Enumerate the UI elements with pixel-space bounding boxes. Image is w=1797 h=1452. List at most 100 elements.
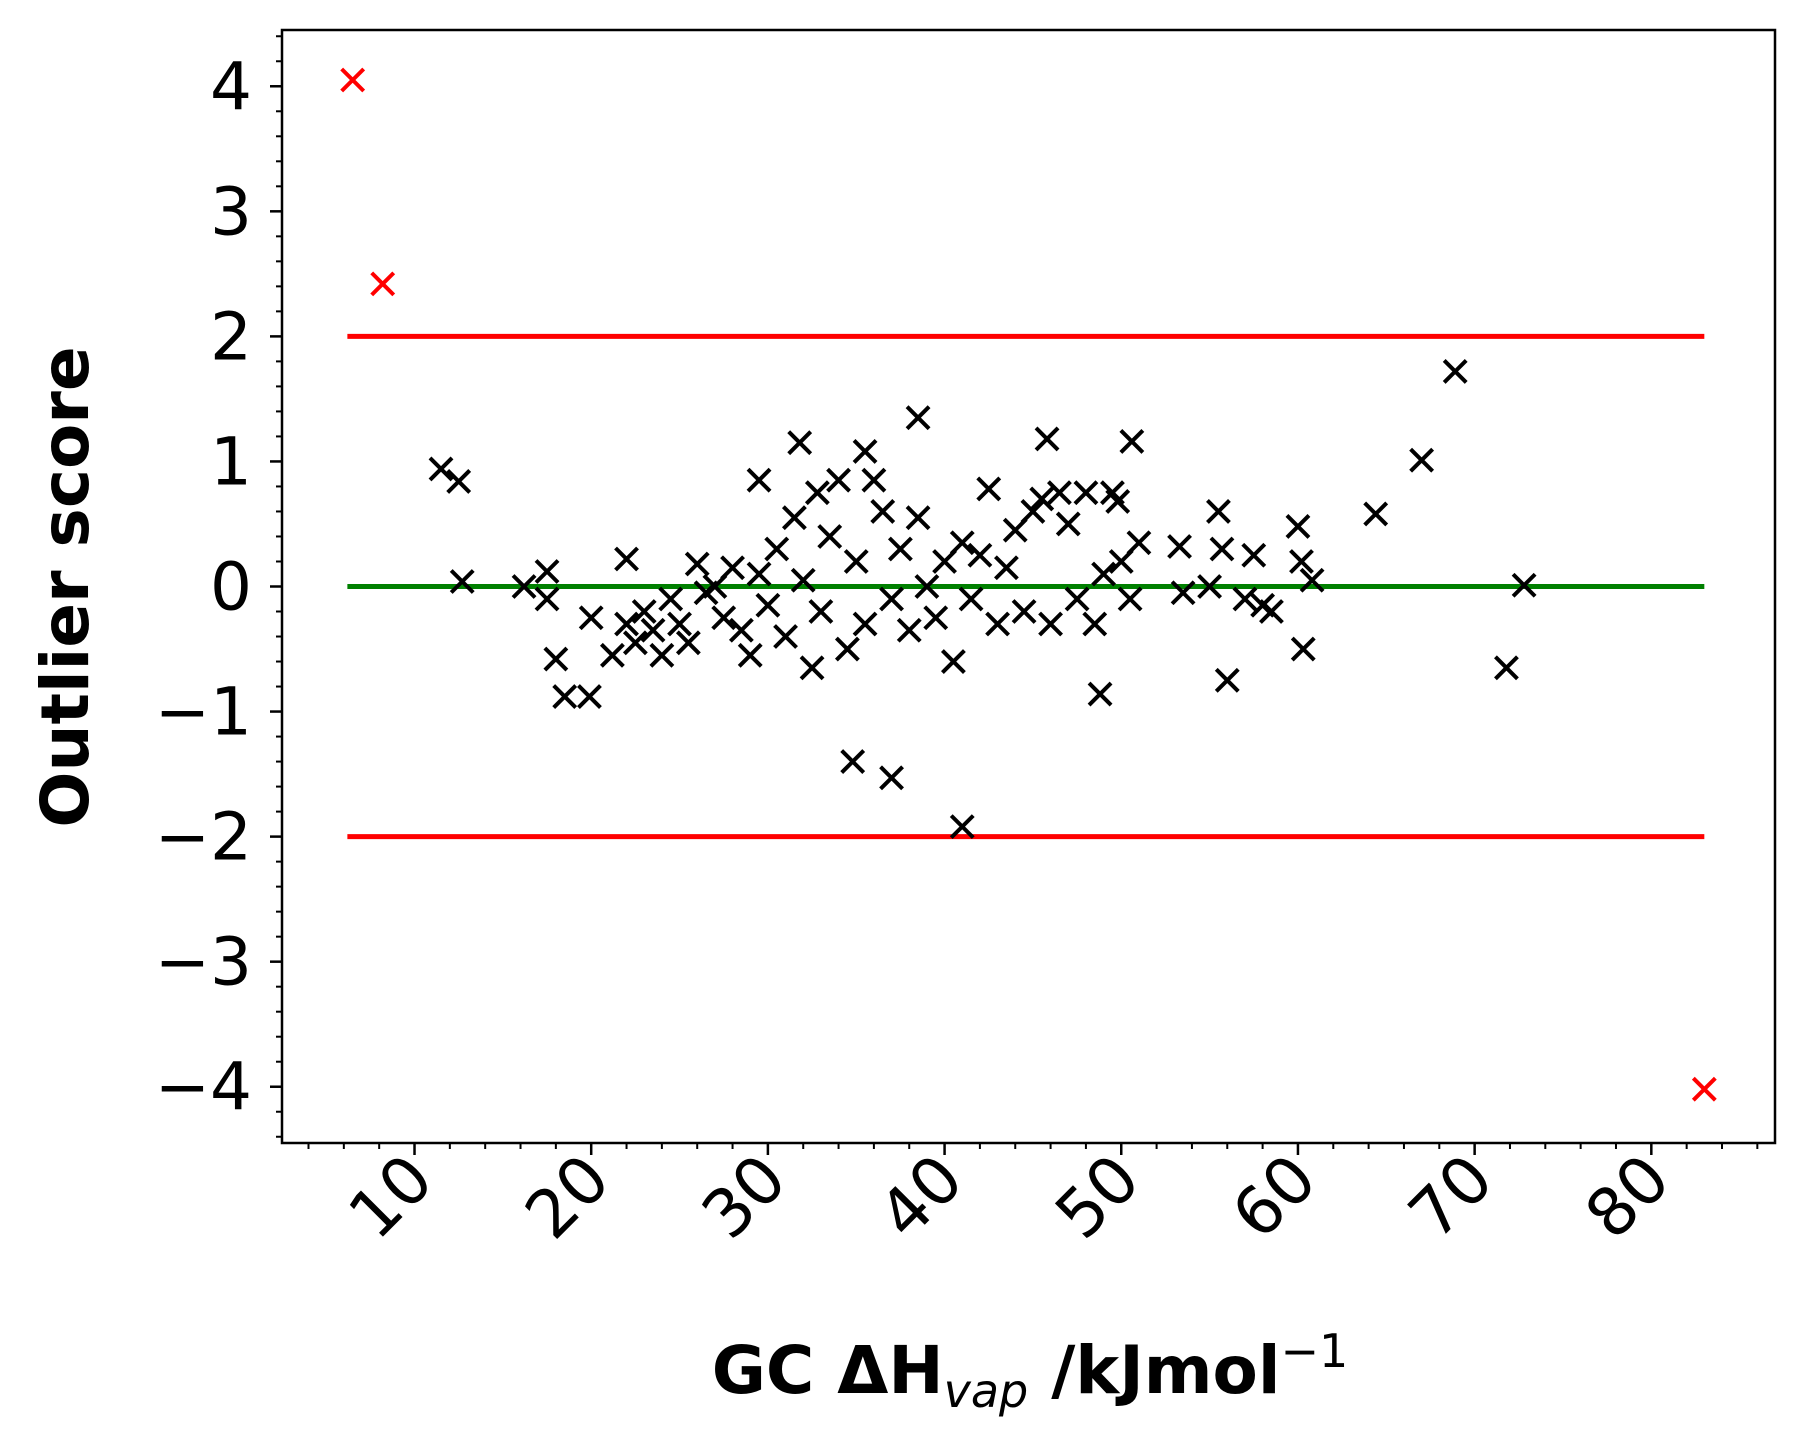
- y-tick-label: 0: [210, 549, 252, 626]
- data-point: [746, 561, 772, 587]
- data-point: [1126, 530, 1152, 556]
- data-point: [940, 649, 966, 674]
- data-point: [370, 271, 396, 297]
- x-tick-label: 40: [864, 1140, 978, 1254]
- data-point: [622, 630, 648, 656]
- data-point: [764, 536, 790, 562]
- data-point: [599, 642, 625, 668]
- data-point: [684, 551, 710, 577]
- data-point: [985, 611, 1010, 637]
- y-tick-label: 3: [210, 173, 252, 250]
- x-axis-label-superscript: −1: [1281, 1324, 1349, 1378]
- x-tick-label: 80: [1571, 1140, 1685, 1254]
- data-point: [817, 524, 843, 549]
- data-point: [852, 439, 878, 464]
- data-point: [790, 567, 816, 593]
- data-point: [861, 467, 887, 493]
- y-tick-label: 2: [210, 298, 252, 375]
- data-point: [958, 586, 984, 612]
- plot-area: [340, 67, 1717, 1102]
- data-point: [1091, 561, 1117, 587]
- data-point: [1055, 511, 1081, 537]
- data-point: [1511, 572, 1537, 598]
- data-point: [649, 642, 675, 668]
- data-point: [711, 605, 737, 631]
- y-tick-label: −2: [155, 799, 252, 876]
- data-point: [658, 586, 684, 612]
- data-point: [834, 636, 860, 662]
- data-point: [446, 469, 472, 494]
- data-point: [1064, 586, 1090, 612]
- data-point: [755, 592, 781, 618]
- data-point: [1029, 486, 1055, 512]
- data-point: [737, 642, 763, 668]
- data-point: [870, 499, 896, 524]
- data-point: [1241, 542, 1267, 568]
- data-point: [1170, 580, 1196, 606]
- data-point: [808, 599, 834, 624]
- data-point: [543, 646, 569, 672]
- data-point: [840, 749, 866, 774]
- data-point: [667, 611, 692, 637]
- data-point: [511, 574, 537, 599]
- data-point: [746, 467, 772, 493]
- data-point: [1206, 499, 1231, 524]
- data-point: [1259, 599, 1284, 624]
- data-point: [781, 505, 807, 531]
- data-point: [1167, 534, 1192, 559]
- data-point: [1038, 611, 1064, 637]
- data-point: [1285, 514, 1311, 539]
- data-point: [1691, 1076, 1717, 1102]
- data-point: [1119, 429, 1145, 454]
- data-point: [976, 476, 1002, 502]
- data-point: [914, 574, 940, 599]
- data-point: [826, 467, 851, 493]
- x-tick-label: 30: [687, 1140, 801, 1254]
- data-point: [1087, 681, 1113, 707]
- y-tick-label: 1: [210, 423, 252, 500]
- data-point: [552, 684, 578, 709]
- data-point: [1289, 549, 1314, 574]
- data-point: [905, 505, 931, 531]
- data-point: [1290, 636, 1316, 662]
- x-tick-label: 50: [1041, 1140, 1155, 1254]
- data-point: [728, 617, 754, 643]
- data-point: [577, 684, 602, 709]
- data-point: [949, 530, 975, 556]
- data-point: [949, 814, 975, 840]
- x-axis-label-subscript: vap: [944, 1364, 1029, 1418]
- x-axis-label-unit: /kJmol: [1028, 1332, 1280, 1409]
- data-point: [1034, 426, 1060, 452]
- data-point: [1197, 574, 1223, 599]
- y-tick-label: −1: [155, 674, 252, 751]
- data-point: [993, 555, 1019, 581]
- data-point: [843, 549, 869, 574]
- data-point: [787, 430, 813, 456]
- data-point: [1011, 599, 1037, 624]
- data-point: [799, 655, 825, 681]
- data-point: [720, 555, 745, 581]
- y-tick-label: −3: [155, 924, 252, 1001]
- data-point: [1494, 655, 1519, 681]
- data-point: [614, 611, 639, 637]
- data-point: [675, 630, 701, 656]
- x-tick-label: 10: [334, 1140, 448, 1254]
- data-point: [1363, 501, 1389, 527]
- data-point: [1105, 489, 1131, 514]
- data-point: [578, 605, 604, 631]
- data-point: [428, 456, 454, 482]
- data-point: [534, 586, 560, 612]
- data-point: [887, 536, 913, 562]
- data-point: [967, 542, 993, 568]
- y-tick-label: −4: [155, 1049, 252, 1126]
- data-point: [773, 624, 798, 649]
- data-point: [1209, 536, 1235, 562]
- data-point: [879, 586, 904, 612]
- data-point: [879, 765, 904, 791]
- data-point: [1214, 667, 1240, 693]
- data-point: [905, 405, 931, 431]
- x-axis-label-main: GC ΔH: [712, 1332, 944, 1409]
- data-point: [1232, 586, 1258, 612]
